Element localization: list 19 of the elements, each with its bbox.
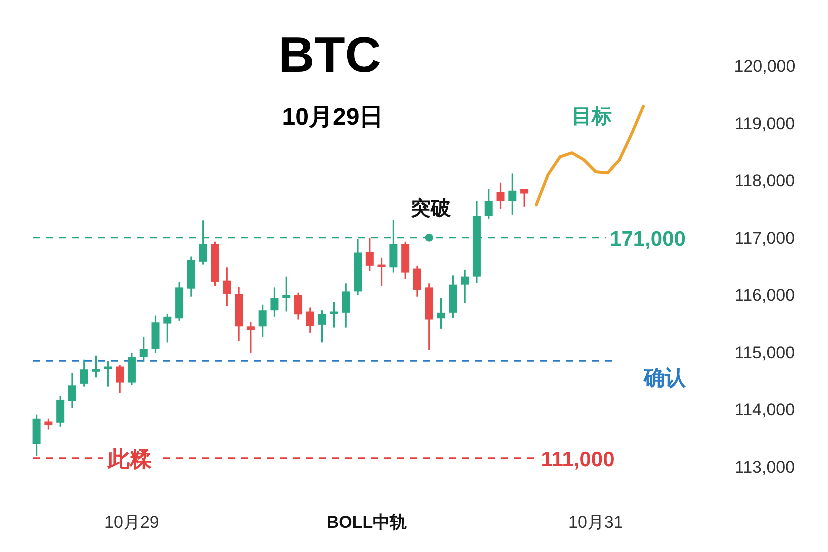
- ytick: 115,000: [734, 343, 796, 362]
- ytick: 114,000: [734, 400, 796, 420]
- xtick: 10月29: [104, 513, 160, 532]
- subtitle: 10月29日: [282, 104, 384, 131]
- ytick: 118,000: [734, 172, 796, 191]
- annotation: 目标: [572, 106, 612, 128]
- xlabel: BOLL中轨: [326, 513, 408, 532]
- ytick: 113,000: [734, 458, 796, 477]
- ytick: 117,000: [734, 228, 796, 248]
- ytick: 120,000: [734, 57, 796, 76]
- ref-label: 确认: [644, 367, 686, 390]
- title: BTC: [278, 27, 382, 83]
- ytick: 119,000: [734, 114, 796, 134]
- xtick: 10月31: [568, 513, 624, 532]
- ytick: 116,000: [734, 286, 796, 306]
- annotation: 突破: [411, 198, 451, 220]
- annotation: 111,000: [541, 448, 615, 472]
- annotation: 171,000: [610, 228, 686, 251]
- annotation: 此糅: [108, 446, 152, 472]
